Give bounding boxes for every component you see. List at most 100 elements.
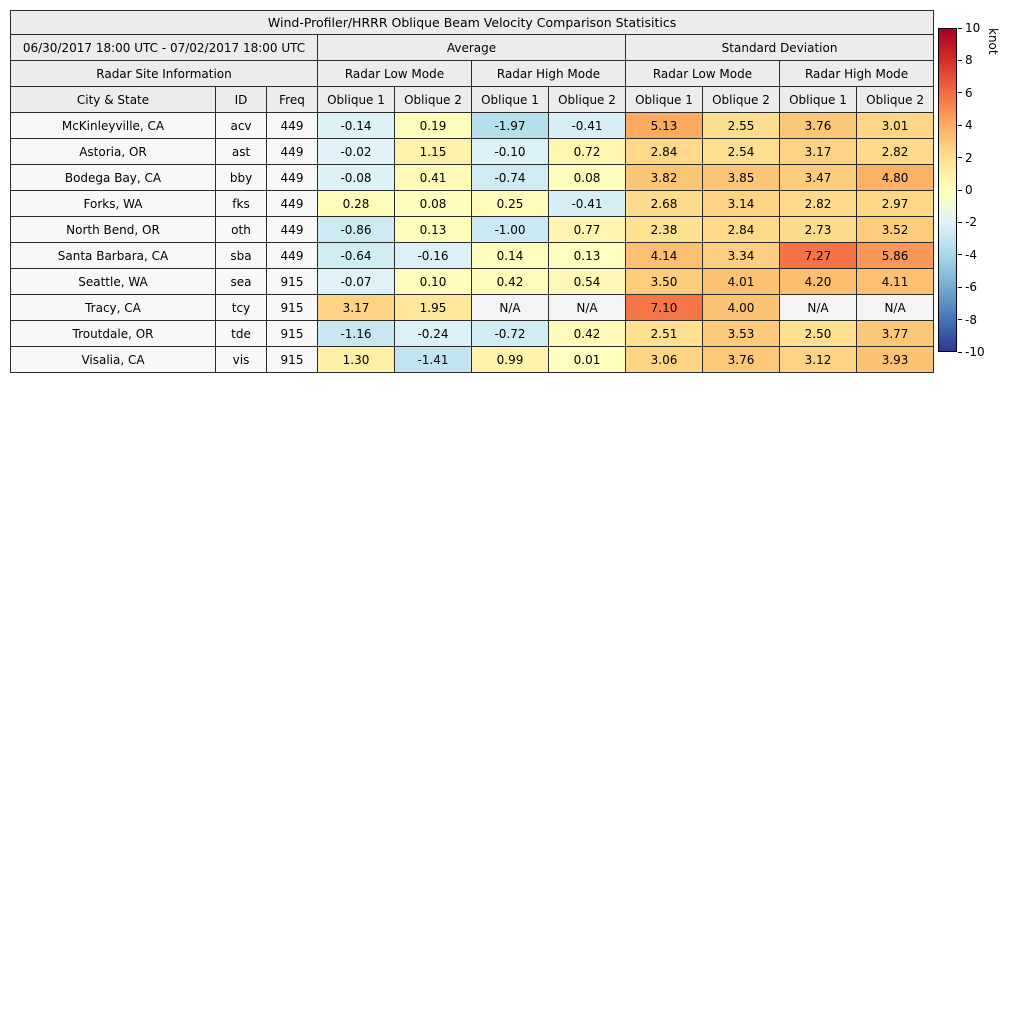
value-cell: 0.14 (471, 242, 549, 269)
city-cell: Astoria, OR (10, 138, 216, 165)
city-cell: Forks, WA (10, 190, 216, 217)
value-cell: 3.12 (779, 346, 857, 373)
id-cell: tde (215, 320, 267, 347)
table-row: McKinleyville, CA acv 449 -0.14 0.19 -1.97 -0.… (10, 112, 935, 139)
id-cell: acv (215, 112, 267, 139)
value-cell: 3.52 (855, 216, 935, 243)
value-cell: -0.10 (471, 138, 549, 165)
colorbar-unit-label: knot (986, 28, 1000, 55)
table-row: Tracy, CA tcy 915 3.17 1.95 N/A N/A 7.10 4.00 N/A… (10, 294, 935, 321)
freq-cell: 915 (266, 294, 318, 321)
table-row: Santa Barbara, CA sba 449 -0.64 -0.16 0.14 0.1… (10, 242, 935, 269)
col-header-oblique2: Oblique 2 (394, 86, 472, 113)
site-info-header: Radar Site Information (10, 60, 318, 87)
mode-header-std-high: Radar High Mode (778, 60, 935, 87)
colorbar-tick-mark (958, 189, 962, 191)
value-cell: -0.41 (548, 112, 626, 139)
value-cell: N/A (471, 294, 549, 321)
value-cell: 5.86 (855, 242, 935, 269)
table-row: Visalia, CA vis 915 1.30 -1.41 0.99 0.01 3.06 3.… (10, 346, 935, 373)
value-cell: 4.11 (855, 268, 935, 295)
freq-cell: 449 (266, 242, 318, 269)
freq-cell: 915 (266, 346, 318, 373)
colorbar-tick-label: -6 (965, 280, 977, 295)
value-cell: 0.08 (548, 164, 626, 191)
value-cell: -0.07 (317, 268, 395, 295)
table-body: McKinleyville, CA acv 449 -0.14 0.19 -1.97 -0.… (10, 112, 935, 373)
city-cell: North Bend, OR (10, 216, 216, 243)
freq-cell: 915 (266, 268, 318, 295)
value-cell: -0.16 (394, 242, 472, 269)
id-cell: tcy (215, 294, 267, 321)
freq-cell: 449 (266, 216, 318, 243)
value-cell: -0.02 (317, 138, 395, 165)
value-cell: 2.82 (779, 190, 857, 217)
colorbar-tick-label: 8 (965, 53, 973, 68)
colorbar-gradient (938, 28, 957, 352)
value-cell: 0.41 (394, 164, 472, 191)
value-cell: 2.97 (855, 190, 935, 217)
colorbar-tick-mark (958, 319, 962, 321)
id-cell: sba (215, 242, 267, 269)
value-cell: -1.97 (471, 112, 549, 139)
freq-cell: 449 (266, 190, 318, 217)
col-header-oblique2: Oblique 2 (855, 86, 935, 113)
colorbar-tick-label: 10 (965, 21, 981, 35)
colorbar-tick-label: -4 (965, 247, 977, 262)
value-cell: 4.20 (779, 268, 857, 295)
value-cell: 0.13 (394, 216, 472, 243)
value-cell: 3.01 (855, 112, 935, 139)
colorbar-tick-label: 0 (965, 183, 973, 197)
value-cell: 2.50 (779, 320, 857, 347)
stats-table-container: Wind-Profiler/HRRR Oblique Beam Velocity… (9, 10, 935, 373)
group-header-standard-deviation: Standard Deviation (624, 34, 935, 61)
value-cell: 2.51 (625, 320, 703, 347)
table-row: North Bend, OR oth 449 -0.86 0.13 -1.00 0.77 2.… (10, 216, 935, 243)
value-cell: 1.30 (317, 346, 395, 373)
colorbar-tick-mark (958, 351, 962, 353)
mode-header-avg-high: Radar High Mode (471, 60, 626, 87)
colorbar-tick-mark (958, 27, 962, 29)
value-cell: 3.17 (317, 294, 395, 321)
value-cell: 3.14 (702, 190, 780, 217)
col-header-city-state: City & State (10, 86, 216, 113)
col-header-oblique2: Oblique 2 (702, 86, 780, 113)
value-cell: -0.64 (317, 242, 395, 269)
colorbar-tick-label: 6 (965, 85, 973, 100)
table-row: Astoria, OR ast 449 -0.02 1.15 -0.10 0.72 2.84 2… (10, 138, 935, 165)
colorbar-tick-label: -8 (965, 312, 977, 327)
colorbar-tick-mark (958, 157, 962, 159)
id-cell: ast (215, 138, 267, 165)
id-cell: sea (215, 268, 267, 295)
value-cell: -0.24 (394, 320, 472, 347)
stats-table: Wind-Profiler/HRRR Oblique Beam Velocity… (9, 10, 935, 373)
value-cell: N/A (779, 294, 857, 321)
value-cell: -0.86 (317, 216, 395, 243)
value-cell: -0.74 (471, 164, 549, 191)
value-cell: 0.08 (394, 190, 472, 217)
value-cell: 0.72 (548, 138, 626, 165)
colorbar-tick-mark (958, 92, 962, 94)
col-header-oblique1: Oblique 1 (471, 86, 549, 113)
value-cell: 3.93 (855, 346, 935, 373)
colorbar-tick-label: -10 (965, 345, 985, 359)
value-cell: 3.77 (855, 320, 935, 347)
mode-header-avg-low: Radar Low Mode (317, 60, 472, 87)
colorbar-tick-mark (958, 59, 962, 61)
value-cell: 0.42 (471, 268, 549, 295)
value-cell: 3.76 (702, 346, 780, 373)
city-cell: Tracy, CA (10, 294, 216, 321)
colorbar-tick-mark (958, 286, 962, 288)
value-cell: 4.14 (625, 242, 703, 269)
value-cell: 0.19 (394, 112, 472, 139)
colorbar-tick-mark (958, 124, 962, 126)
value-cell: 0.99 (471, 346, 549, 373)
city-cell: Seattle, WA (10, 268, 216, 295)
value-cell: -0.08 (317, 164, 395, 191)
value-cell: 3.53 (702, 320, 780, 347)
table-row: Forks, WA fks 449 0.28 0.08 0.25 -0.41 2.68 3.14… (10, 190, 935, 217)
table-title: Wind-Profiler/HRRR Oblique Beam Velocity… (9, 10, 935, 35)
value-cell: -0.72 (471, 320, 549, 347)
id-cell: vis (215, 346, 267, 373)
